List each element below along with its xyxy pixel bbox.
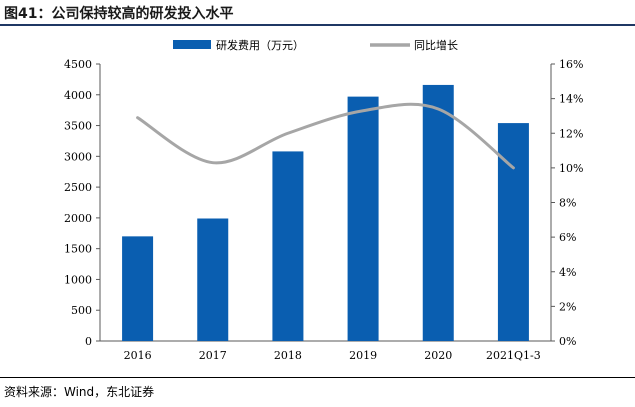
x-tick-label: 2020 xyxy=(424,349,452,362)
left-tick-label: 3500 xyxy=(64,120,92,133)
legend-label-line: 同比增长 xyxy=(414,38,458,52)
x-axis-labels: 2016 2017 2018 2019 2020 2021Q1-3 xyxy=(124,349,541,362)
bar-2018 xyxy=(272,151,304,341)
source-note: 资料来源：Wind，东北证券 xyxy=(4,385,155,399)
left-tick-label: 2500 xyxy=(64,181,92,194)
bar-2019 xyxy=(347,96,379,341)
bar-2017 xyxy=(197,218,229,341)
right-tick-label: 10% xyxy=(559,162,583,175)
chart-axes: 0 500 1000 1500 2000 2500 3000 3500 4000 4500 0% 2%… xyxy=(64,58,583,348)
source-divider xyxy=(0,377,635,378)
left-tick-label: 0 xyxy=(85,335,92,348)
x-tick-label: 2021Q1-3 xyxy=(486,349,541,362)
bar-2016 xyxy=(122,236,154,341)
x-tick-label: 2019 xyxy=(349,349,377,362)
legend-label-bar: 研发费用（万元） xyxy=(216,38,304,52)
figure-title: 图41：公司保持较高的研发投入水平 xyxy=(4,6,234,22)
x-tick-label: 2017 xyxy=(199,349,227,362)
right-tick-label: 6% xyxy=(559,231,576,244)
chart-legend: 研发费用（万元） 同比增长 xyxy=(173,38,458,52)
left-tick-label: 1000 xyxy=(64,273,92,286)
left-tick-label: 1500 xyxy=(64,243,92,256)
right-tick-label: 0% xyxy=(559,335,576,348)
bar-series xyxy=(122,84,529,342)
right-tick-label: 8% xyxy=(559,197,576,210)
right-tick-label: 2% xyxy=(559,300,576,313)
right-tick-label: 12% xyxy=(559,127,583,140)
left-tick-label: 3000 xyxy=(64,150,92,163)
title-divider xyxy=(0,24,635,26)
left-tick-label: 2000 xyxy=(64,212,92,225)
left-tick-label: 4000 xyxy=(64,89,92,102)
bar-2020 xyxy=(422,84,454,341)
x-tick-label: 2018 xyxy=(274,349,302,362)
right-tick-label: 4% xyxy=(559,266,576,279)
right-tick-label: 16% xyxy=(559,58,583,71)
left-tick-label: 500 xyxy=(71,304,92,317)
right-tick-label: 14% xyxy=(559,93,583,106)
legend-swatch-bar xyxy=(173,40,211,49)
x-tick-label: 2016 xyxy=(124,349,152,362)
growth-line xyxy=(136,102,515,170)
line-series xyxy=(136,102,515,170)
left-tick-label: 4500 xyxy=(64,58,92,71)
bar-2021Q1-3 xyxy=(497,123,529,342)
